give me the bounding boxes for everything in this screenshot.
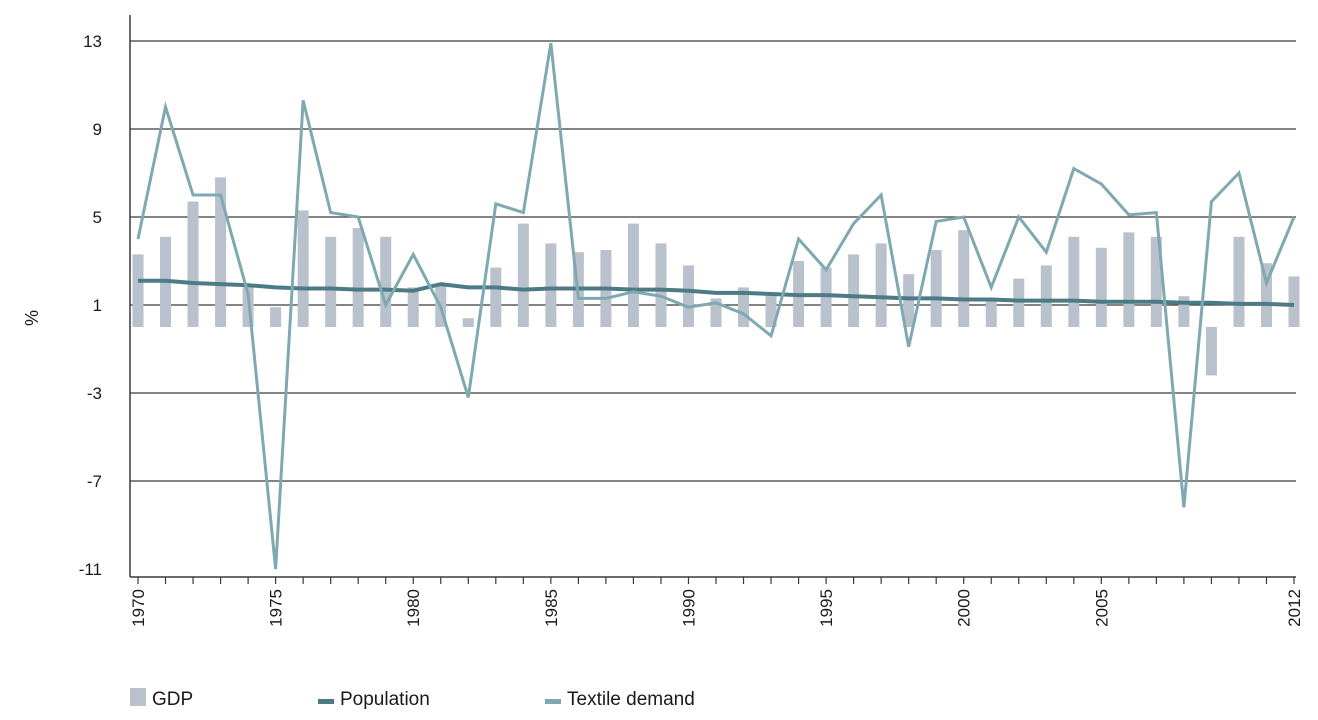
axes xyxy=(129,15,1296,584)
gdp-bar xyxy=(820,267,832,327)
x-tick-label: 1980 xyxy=(404,589,423,627)
x-tick-labels: 1970 1975 1980 1985 1990 1995 2000 2005 2012 xyxy=(129,589,1304,627)
x-tick-label: 2012 xyxy=(1285,589,1304,627)
grid-lines xyxy=(130,40,1296,482)
y-tick-label: -7 xyxy=(87,472,102,491)
gdp-bar xyxy=(490,267,502,327)
gdp-bar xyxy=(462,318,474,327)
gdp-bar xyxy=(848,254,860,327)
gdp-bar xyxy=(1040,265,1052,327)
legend-swatch xyxy=(545,699,561,704)
gdp-bar xyxy=(1095,247,1107,327)
gdp-bar xyxy=(903,274,915,327)
gdp-bar xyxy=(1260,263,1272,327)
population-line xyxy=(138,278,1295,307)
gdp-bar xyxy=(710,298,722,327)
gdp-bar xyxy=(270,307,282,327)
gdp-bar xyxy=(1123,232,1135,327)
gdp-bar xyxy=(627,223,639,327)
gdp-bar xyxy=(352,228,364,327)
gdp-bar xyxy=(1233,236,1245,327)
gdp-bar xyxy=(132,254,144,327)
gdp-bar xyxy=(958,230,970,327)
y-tick-label: 13 xyxy=(83,32,102,51)
legend-item: Textile demand xyxy=(545,689,695,710)
legend-label: Population xyxy=(340,689,430,710)
gdp-bar xyxy=(187,201,199,327)
gdp-bar xyxy=(380,236,392,327)
y-tick-labels: 13 9 5 1 -3 -7 -11 xyxy=(79,32,102,579)
y-tick-label: 9 xyxy=(93,120,102,139)
x-tick-label: 1970 xyxy=(129,589,148,627)
gdp-bar xyxy=(1205,327,1217,376)
x-tick-label: 1975 xyxy=(267,589,286,627)
x-tick-label: 2000 xyxy=(955,589,974,627)
y-tick-label: -11 xyxy=(79,560,102,579)
gdp-bar xyxy=(985,300,997,327)
gdp-bar xyxy=(407,287,419,327)
gdp-bar xyxy=(655,243,667,327)
gdp-bar xyxy=(1150,236,1162,327)
legend: GDP Population Textile demand xyxy=(130,688,695,710)
gdp-bar xyxy=(738,287,750,327)
gdp-bar xyxy=(875,243,887,327)
gdp-bar xyxy=(1288,276,1300,327)
legend-label: GDP xyxy=(152,689,193,710)
x-tick-label: 2005 xyxy=(1092,589,1111,627)
gdp-bar xyxy=(297,210,309,327)
x-tick-label: 1995 xyxy=(817,589,836,627)
gdp-bar xyxy=(1013,278,1025,327)
x-tick-label: 1985 xyxy=(542,589,561,627)
y-tick-label: -3 xyxy=(87,384,102,403)
gdp-bar xyxy=(517,223,529,327)
gdp-bar xyxy=(215,177,227,327)
gdp-bar xyxy=(682,265,694,327)
legend-swatch xyxy=(318,699,334,704)
legend-item: GDP xyxy=(130,688,193,710)
gdp-bar xyxy=(765,294,777,327)
legend-swatch xyxy=(130,688,146,706)
y-axis-title: % xyxy=(22,310,42,326)
textile-demand-line xyxy=(136,42,1296,570)
legend-item: Population xyxy=(318,689,430,710)
series-lines xyxy=(136,42,1296,570)
gdp-bar xyxy=(1178,296,1190,327)
y-tick-label: 1 xyxy=(93,296,102,315)
y-tick-label: 5 xyxy=(93,208,102,227)
gdp-bar xyxy=(930,250,942,327)
gdp-bar xyxy=(545,243,557,327)
gdp-bar xyxy=(1068,236,1080,327)
gdp-bar xyxy=(325,236,337,327)
x-tick-label: 1990 xyxy=(679,589,698,627)
legend-label: Textile demand xyxy=(567,689,695,710)
gdp-bars xyxy=(132,177,1300,376)
